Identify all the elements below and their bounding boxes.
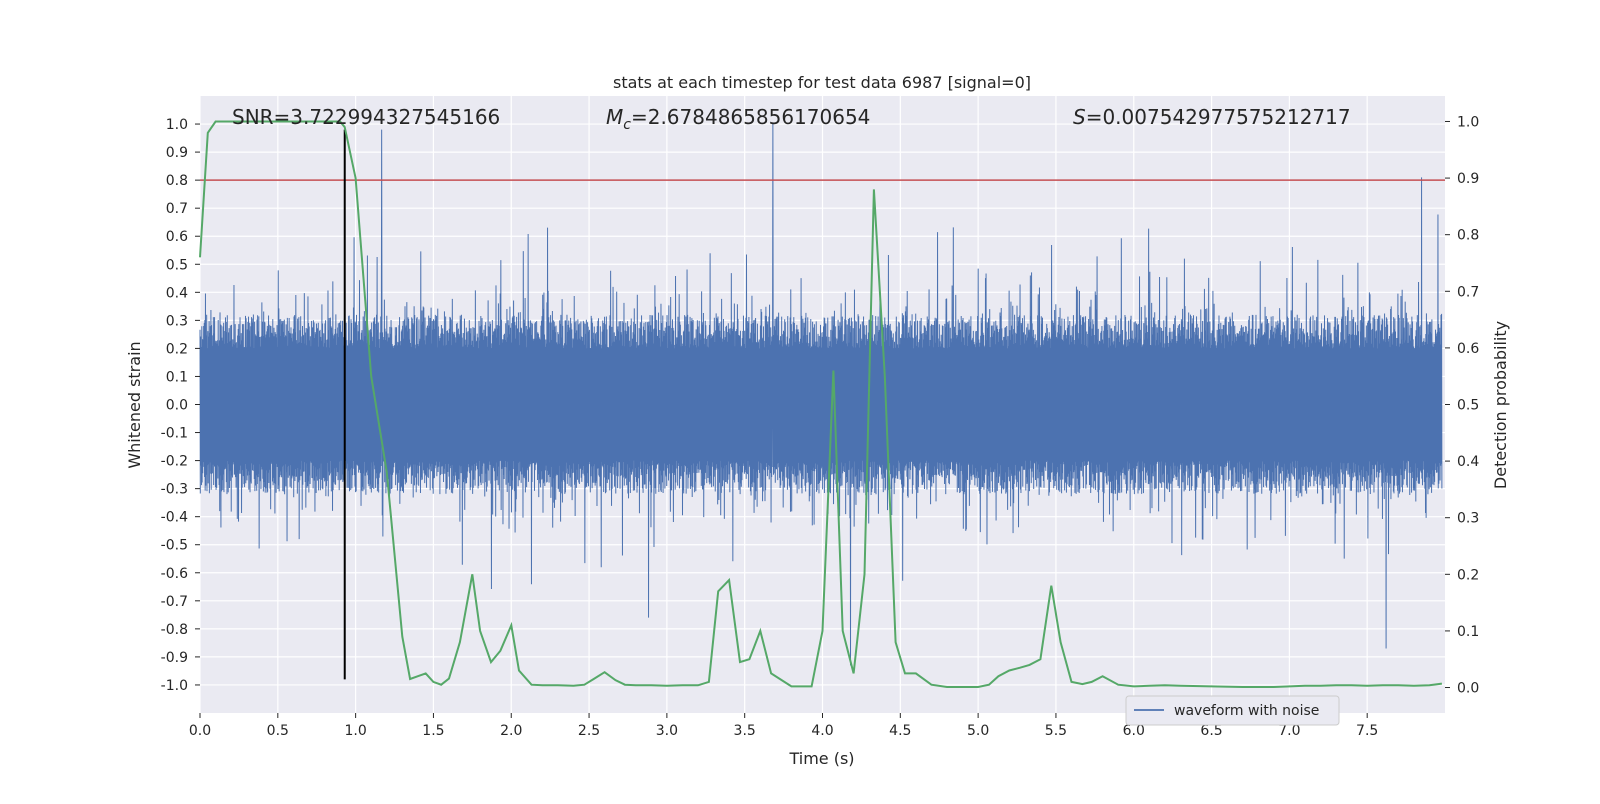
x-tick-label: 5.5 [1045,723,1067,739]
x-tick-label: 0.0 [189,723,211,739]
y-axis-right-label: Detection probability [1491,321,1510,489]
s-stat-annotation: S=0.007542977575212717 [1073,105,1351,129]
y-right-tick-label: 0.1 [1457,624,1479,640]
y-right-tick-label: 0.6 [1457,341,1479,357]
y-tick-label: -0.8 [161,622,188,638]
y-tick-label: -0.1 [161,426,188,442]
legend: waveform with noise [1125,695,1340,726]
y-right-tick-label: 0.4 [1457,454,1479,470]
x-tick-label: 4.0 [811,723,833,739]
axis-ticks: 0.0 0.5 1.0 1.5 2.0 2.5 3.0 3.5 4.0 4.5 5.0 5.5 6.0 6… [161,114,1480,739]
y-tick-label: 0.1 [166,369,188,385]
x-axis-label: Time (s) [788,749,854,768]
probability-series-line [199,120,1443,688]
y-tick-label: -0.7 [161,594,188,610]
x-tick-label: 1.5 [422,723,444,739]
y-tick-label: 0.2 [166,341,188,357]
x-tick-label: 7.0 [1278,723,1300,739]
legend-box [1125,695,1340,726]
x-tick-label: 7.5 [1356,723,1378,739]
y-tick-label: -0.9 [161,650,188,666]
x-tick-label: 6.5 [1200,723,1222,739]
y-tick-label: 0.0 [166,398,188,414]
x-tick-label: 5.0 [967,723,989,739]
x-tick-label: 4.5 [889,723,911,739]
y-tick-label: 0.9 [166,145,188,161]
chirp-mass-annotation: Mc=2.6784865856170654 [606,105,870,133]
y-right-tick-label: 0.0 [1457,681,1479,697]
x-tick-label: 3.5 [734,723,756,739]
y-right-tick-label: 0.3 [1457,511,1479,527]
waveform-series-line [199,124,1443,666]
y-right-tick-label: 0.8 [1457,228,1479,244]
x-tick-label: 2.5 [578,723,600,739]
y-tick-label: 0.7 [166,201,188,217]
chart-title: stats at each timestep for test data 698… [613,73,1031,92]
y-right-tick-label: 1.0 [1457,114,1479,130]
legend-label-waveform: waveform with noise [1174,703,1319,719]
y-tick-label: 0.8 [166,173,188,189]
s-stat-symbol: S [1073,105,1086,129]
snr-annotation: SNR=3.722994327545166 [232,105,500,129]
chirp-mass-symbol: M [606,105,623,129]
y-tick-label: 0.6 [166,229,188,245]
x-tick-label: 6.0 [1123,723,1145,739]
y-tick-label: -0.4 [161,510,188,526]
x-tick-label: 3.0 [656,723,678,739]
s-stat-value: =0.007542977575212717 [1086,105,1351,129]
x-tick-label: 2.0 [500,723,522,739]
y-right-tick-label: 0.9 [1457,171,1479,187]
x-tick-label: 1.0 [344,723,366,739]
y-axis-label: Whitened strain [125,341,144,468]
y-tick-label: 0.3 [166,313,188,329]
y-tick-label: 0.4 [166,285,188,301]
y-tick-label: -0.6 [161,566,188,582]
y-tick-label: 1.0 [166,117,188,133]
y-right-tick-label: 0.7 [1457,284,1479,300]
y-right-tick-label: 0.5 [1457,398,1479,414]
y-tick-label: -0.2 [161,454,188,470]
y-tick-label: -0.3 [161,482,188,498]
y-right-tick-label: 0.2 [1457,567,1479,583]
chirp-mass-value: =2.6784865856170654 [631,105,870,129]
x-tick-label: 0.5 [267,723,289,739]
y-tick-label: 0.5 [166,257,188,273]
chirp-mass-subscript: c [623,117,631,133]
y-tick-label: -0.5 [161,538,188,554]
y-tick-label: -1.0 [161,678,188,694]
